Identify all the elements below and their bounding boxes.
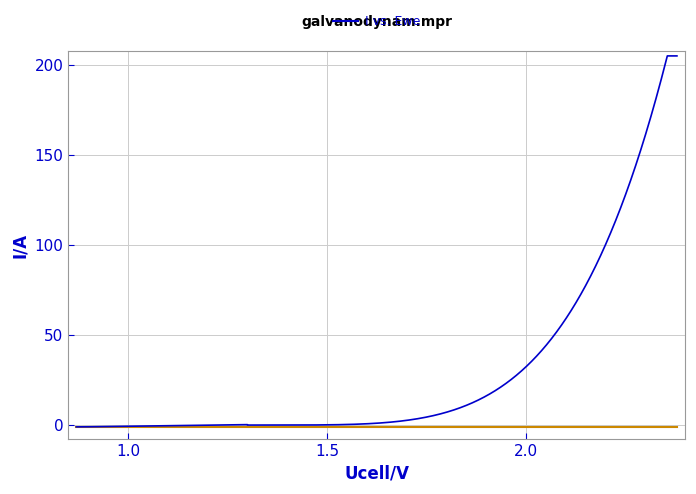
- X-axis label: Ucell/V: Ucell/V: [344, 465, 409, 483]
- Y-axis label: I/A: I/A: [11, 232, 29, 257]
- Title: galvanodynam.mpr: galvanodynam.mpr: [301, 14, 452, 29]
- Legend: I vs. Ewe: I vs. Ewe: [329, 10, 425, 33]
